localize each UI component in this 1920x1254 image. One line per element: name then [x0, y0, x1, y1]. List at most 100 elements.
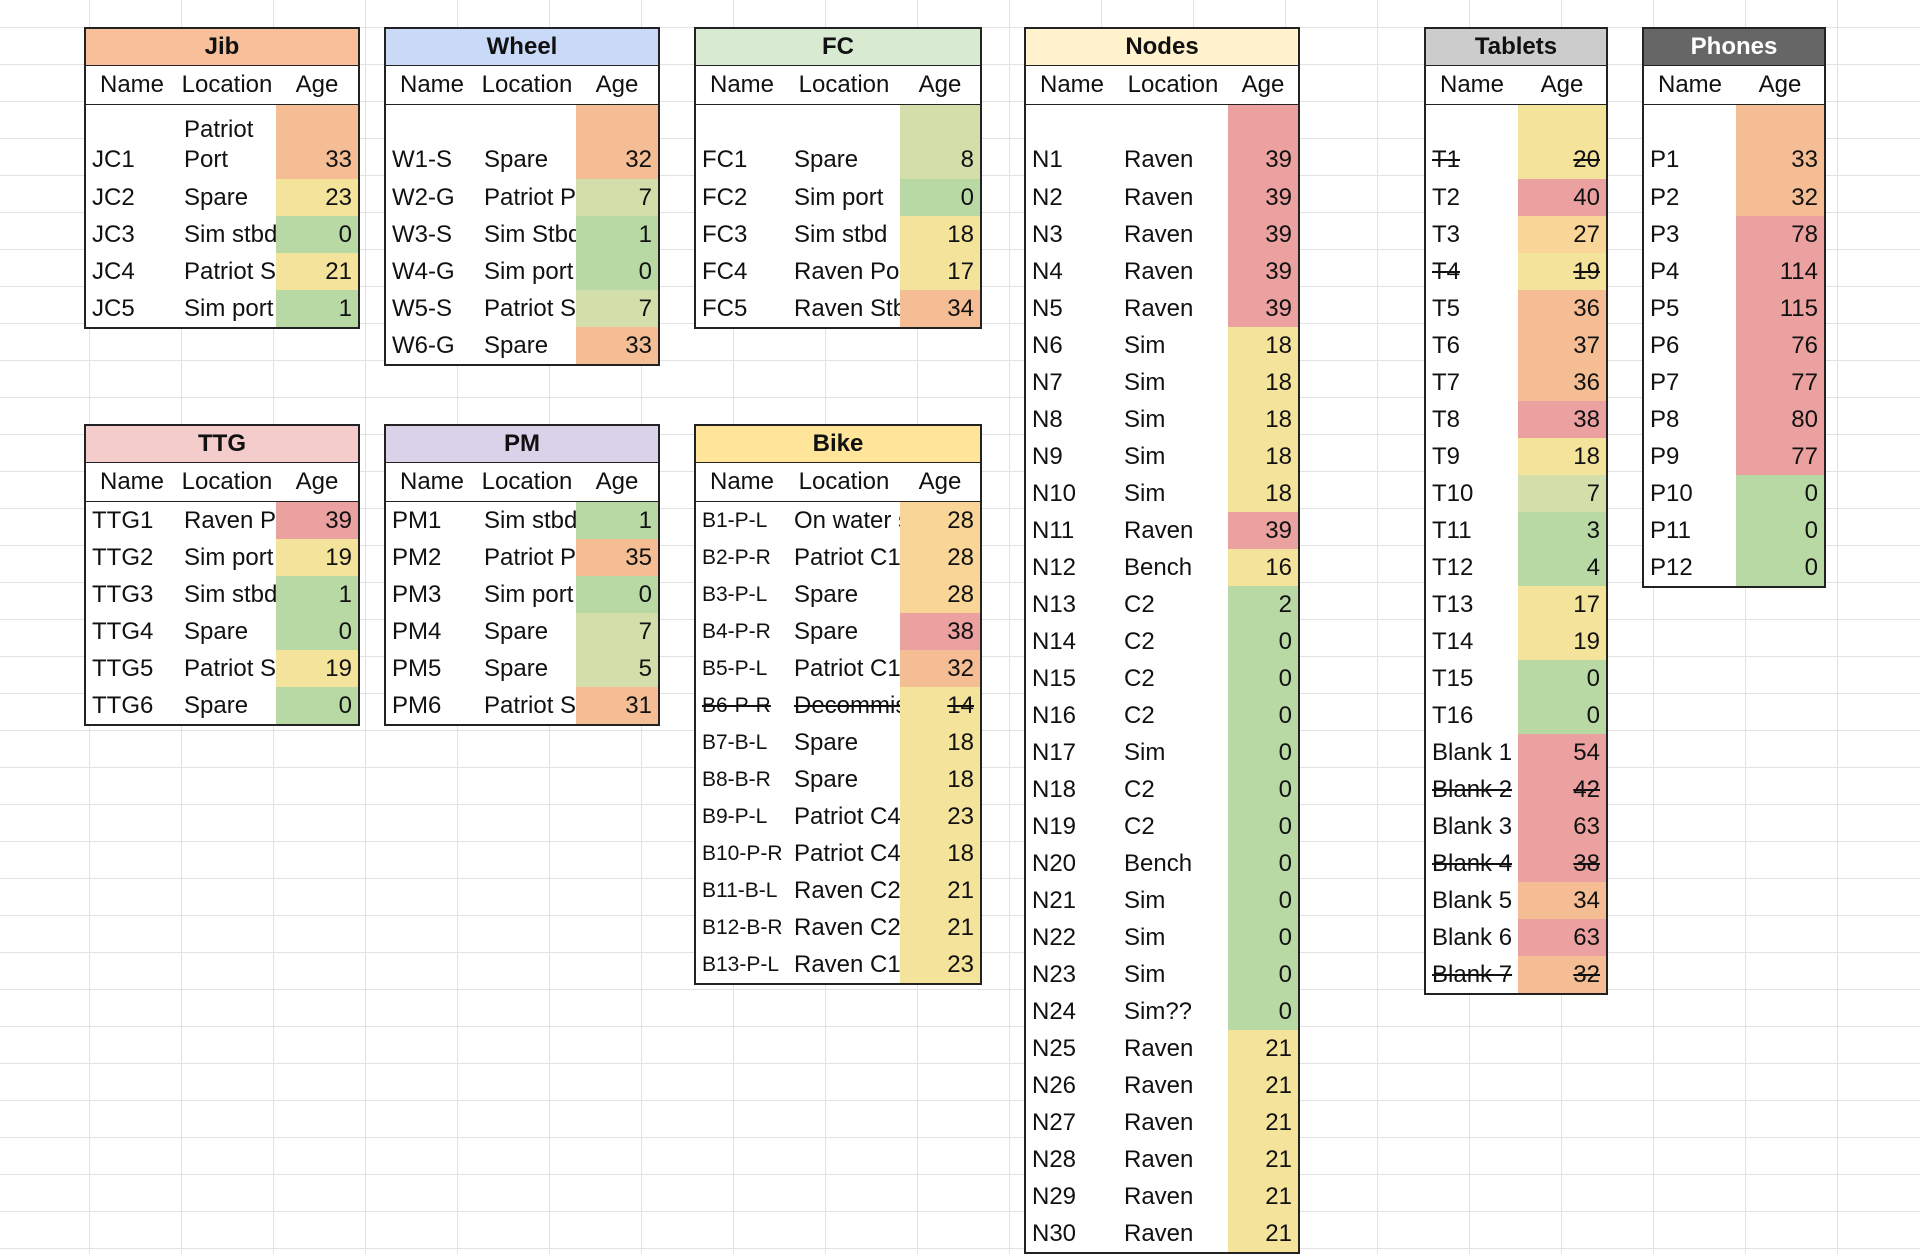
cell-age: 21: [1228, 1215, 1298, 1252]
cell-age: 21: [900, 872, 980, 909]
table-row: N21 Sim 0: [1026, 882, 1298, 919]
column-header: Name: [399, 468, 465, 495]
nodes-table: Nodes Name Location Age N1 Raven 39 N2 Raven 39 N3…: [1024, 27, 1300, 1254]
cell-name: FC1: [702, 146, 748, 173]
cell-name: Blank 5: [1432, 887, 1513, 914]
cell-loc: Raven: [1124, 1035, 1194, 1062]
cell-age: 17: [900, 253, 980, 290]
cell-name: T9: [1432, 443, 1461, 470]
table-row: JC3 Sim stbd 0: [86, 216, 358, 253]
cell-age: 0: [1228, 808, 1298, 845]
cell-name: T4: [1432, 258, 1461, 285]
cell-age: 18: [900, 216, 980, 253]
cell-loc: Spare: [184, 692, 249, 719]
column-header: Location: [798, 71, 890, 98]
table-row: N20 Bench 0: [1026, 845, 1298, 882]
cell-loc: Raven: [1124, 146, 1194, 173]
table-row: W3-S Sim Stbd 1: [386, 216, 658, 253]
table-row: N8 Sim 18: [1026, 401, 1298, 438]
cell-loc: Sim port: [184, 295, 274, 322]
cell-name: B9-P-L: [702, 805, 768, 828]
phones-header-row: Name Age: [1644, 66, 1824, 105]
cell-loc: C2: [1124, 628, 1155, 655]
cell-loc: Raven: [1124, 1146, 1194, 1173]
cell-name: N16: [1032, 702, 1077, 729]
fc-title: FC: [696, 29, 980, 66]
cell-age: 38: [900, 613, 980, 650]
cell-name: N13: [1032, 591, 1077, 618]
cell-name: B7-B-L: [702, 731, 768, 754]
table-row: N30 Raven 21: [1026, 1215, 1298, 1252]
table-row: P8 80: [1644, 401, 1824, 438]
table-row: PM5 Spare 5: [386, 650, 658, 687]
cell-age: 40: [1518, 179, 1606, 216]
cell-name: PM1: [392, 507, 442, 534]
cell-age: 0: [1228, 845, 1298, 882]
cell-loc: Bench: [1124, 554, 1193, 581]
cell-name: W1-S: [392, 146, 452, 173]
cell-age: 63: [1518, 919, 1606, 956]
cell-loc: Sim port: [484, 258, 574, 285]
cell-loc: Sim??: [1124, 998, 1193, 1025]
cell-name: N5: [1032, 295, 1063, 322]
cell-age: 77: [1736, 438, 1824, 475]
ttg-title: TTG: [86, 426, 358, 463]
table-row: TTG6 Spare 0: [86, 687, 358, 724]
table-row: N22 Sim 0: [1026, 919, 1298, 956]
table-row: N26 Raven 21: [1026, 1067, 1298, 1104]
cell-age: 39: [1228, 179, 1298, 216]
cell-name: PM3: [392, 581, 442, 608]
cell-name: W5-S: [392, 295, 452, 322]
cell-name: P3: [1650, 221, 1680, 248]
cell-name: TTG3: [92, 581, 154, 608]
phones-table: Phones Name Age P1 33 P2 32 P3 78 P4 114 P5 115 P6 76 P…: [1642, 27, 1826, 588]
cell-loc: Spare: [794, 729, 859, 756]
cell-age: 0: [1518, 660, 1606, 697]
cell-loc: Sim port: [484, 581, 574, 608]
cell-loc: Raven: [1124, 258, 1194, 285]
column-header: Location: [481, 71, 573, 98]
cell-name: N27: [1032, 1109, 1077, 1136]
cell-name: P8: [1650, 406, 1680, 433]
cell-loc: Sim: [1124, 480, 1166, 507]
cell-name: FC3: [702, 221, 748, 248]
cell-loc: Sim: [1124, 443, 1166, 470]
table-row: N12 Bench 16: [1026, 549, 1298, 586]
table-row: N27 Raven 21: [1026, 1104, 1298, 1141]
cell-age: 28: [900, 576, 980, 613]
cell-name: T5: [1432, 295, 1461, 322]
wheel-header-row: Name Location Age: [386, 66, 658, 105]
table-row: T9 18: [1426, 438, 1606, 475]
cell-name: N15: [1032, 665, 1077, 692]
table-row: N9 Sim 18: [1026, 438, 1298, 475]
table-row: Blank 6 63: [1426, 919, 1606, 956]
cell-age: 0: [1736, 475, 1824, 512]
cell-age: 21: [1228, 1141, 1298, 1178]
cell-age: 32: [1518, 956, 1606, 993]
table-row: W4-G Sim port 0: [386, 253, 658, 290]
cell-name: P12: [1650, 554, 1693, 581]
cell-name: N25: [1032, 1035, 1077, 1062]
cell-loc: Sim stbd: [184, 221, 276, 248]
cell-loc: C2: [1124, 591, 1155, 618]
cell-name: N24: [1032, 998, 1077, 1025]
cell-loc: Patriot St: [184, 258, 276, 285]
cell-loc: Spare: [484, 332, 549, 359]
cell-age: 35: [576, 539, 658, 576]
table-row: Blank 4 38: [1426, 845, 1606, 882]
column-header: Location: [181, 468, 273, 495]
ttg-header-row: Name Location Age: [86, 463, 358, 502]
cell-name: Blank 3: [1432, 813, 1513, 840]
table-row: FC2 Sim port 0: [696, 179, 980, 216]
table-row: T1 20: [1426, 105, 1606, 179]
cell-loc: Spare: [484, 618, 549, 645]
fc-header-row: Name Location Age: [696, 66, 980, 105]
table-row: T4 19: [1426, 253, 1606, 290]
table-row: N25 Raven 21: [1026, 1030, 1298, 1067]
cell-loc: Sim: [1124, 739, 1166, 766]
cell-name: JC2: [92, 184, 135, 211]
cell-age: 38: [1518, 401, 1606, 438]
table-row: B2-P-R Patriot C1 28: [696, 539, 980, 576]
cell-name: Blank 7: [1432, 961, 1513, 988]
bike-table: Bike Name Location Age B1-P-L On water s 28 B2-…: [694, 424, 982, 985]
